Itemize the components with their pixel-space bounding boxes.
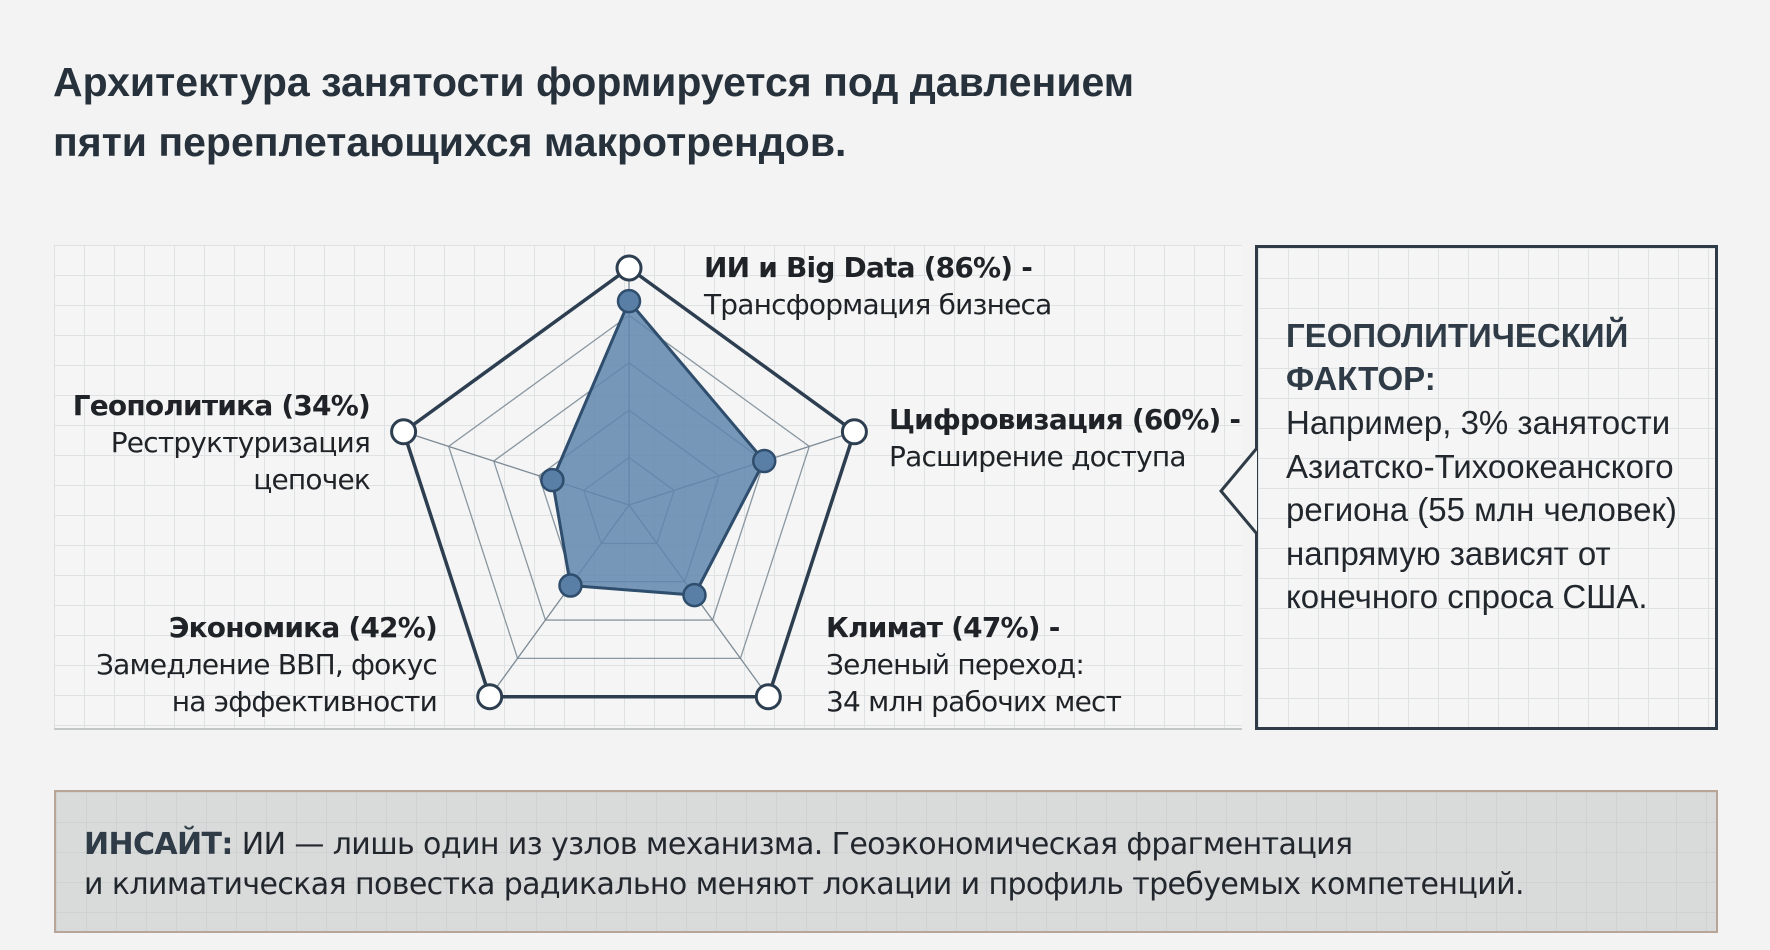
data-point-1 xyxy=(616,288,642,314)
insight-text-1: ИИ — лишь один из узлов механизма. Геоэк… xyxy=(232,827,1353,862)
geopolitical-callout: ГЕОПОЛИТИЧЕСКИЙ ФАКТОР: Например, 3% заня… xyxy=(1255,245,1718,730)
page-title: Архитектура занятости формируется под да… xyxy=(53,59,1135,165)
label-geopolitics: Геополитика (34%) Реструктуризация цепочек xyxy=(72,389,371,496)
data-point-2 xyxy=(751,448,777,474)
label-climate: Климат (47%) - Зеленый переход: 34 млн раб… xyxy=(826,611,1122,718)
callout-heading: ГЕОПОЛИТИЧЕСКИЙ ФАКТОР: xyxy=(1286,317,1629,397)
label-economy: Экономика (42%) Замедление ВВП, фокус на э… xyxy=(96,611,438,718)
axis-end-marker xyxy=(615,254,643,282)
axis-end-marker xyxy=(476,683,504,711)
label-digital: Цифровизация (60%) - Расширение доступа xyxy=(889,403,1241,473)
insight-text-2: и климатическая повестка радикально меня… xyxy=(84,867,1525,902)
insight-box: ИНСАЙТ: ИИ — лишь один из узлов механизм… xyxy=(54,790,1718,933)
radar-outer-ring xyxy=(401,265,857,699)
label-ai: ИИ и Big Data (86%) - Трансформация бизне… xyxy=(704,251,1052,321)
callout-pointer xyxy=(1219,447,1259,535)
insight-label: ИНСАЙТ: xyxy=(84,827,233,862)
data-point-5 xyxy=(540,467,565,493)
axis-end-marker xyxy=(390,418,418,446)
data-point-3 xyxy=(682,582,707,608)
axis-end-marker xyxy=(840,418,868,446)
axis-end-marker xyxy=(754,683,782,711)
data-point-4 xyxy=(558,573,583,598)
radar-data-area xyxy=(550,298,767,597)
callout-body: Например, 3% занятости Азиатско-Тихоокеан… xyxy=(1286,404,1677,615)
radar-ring-4 xyxy=(447,314,811,660)
